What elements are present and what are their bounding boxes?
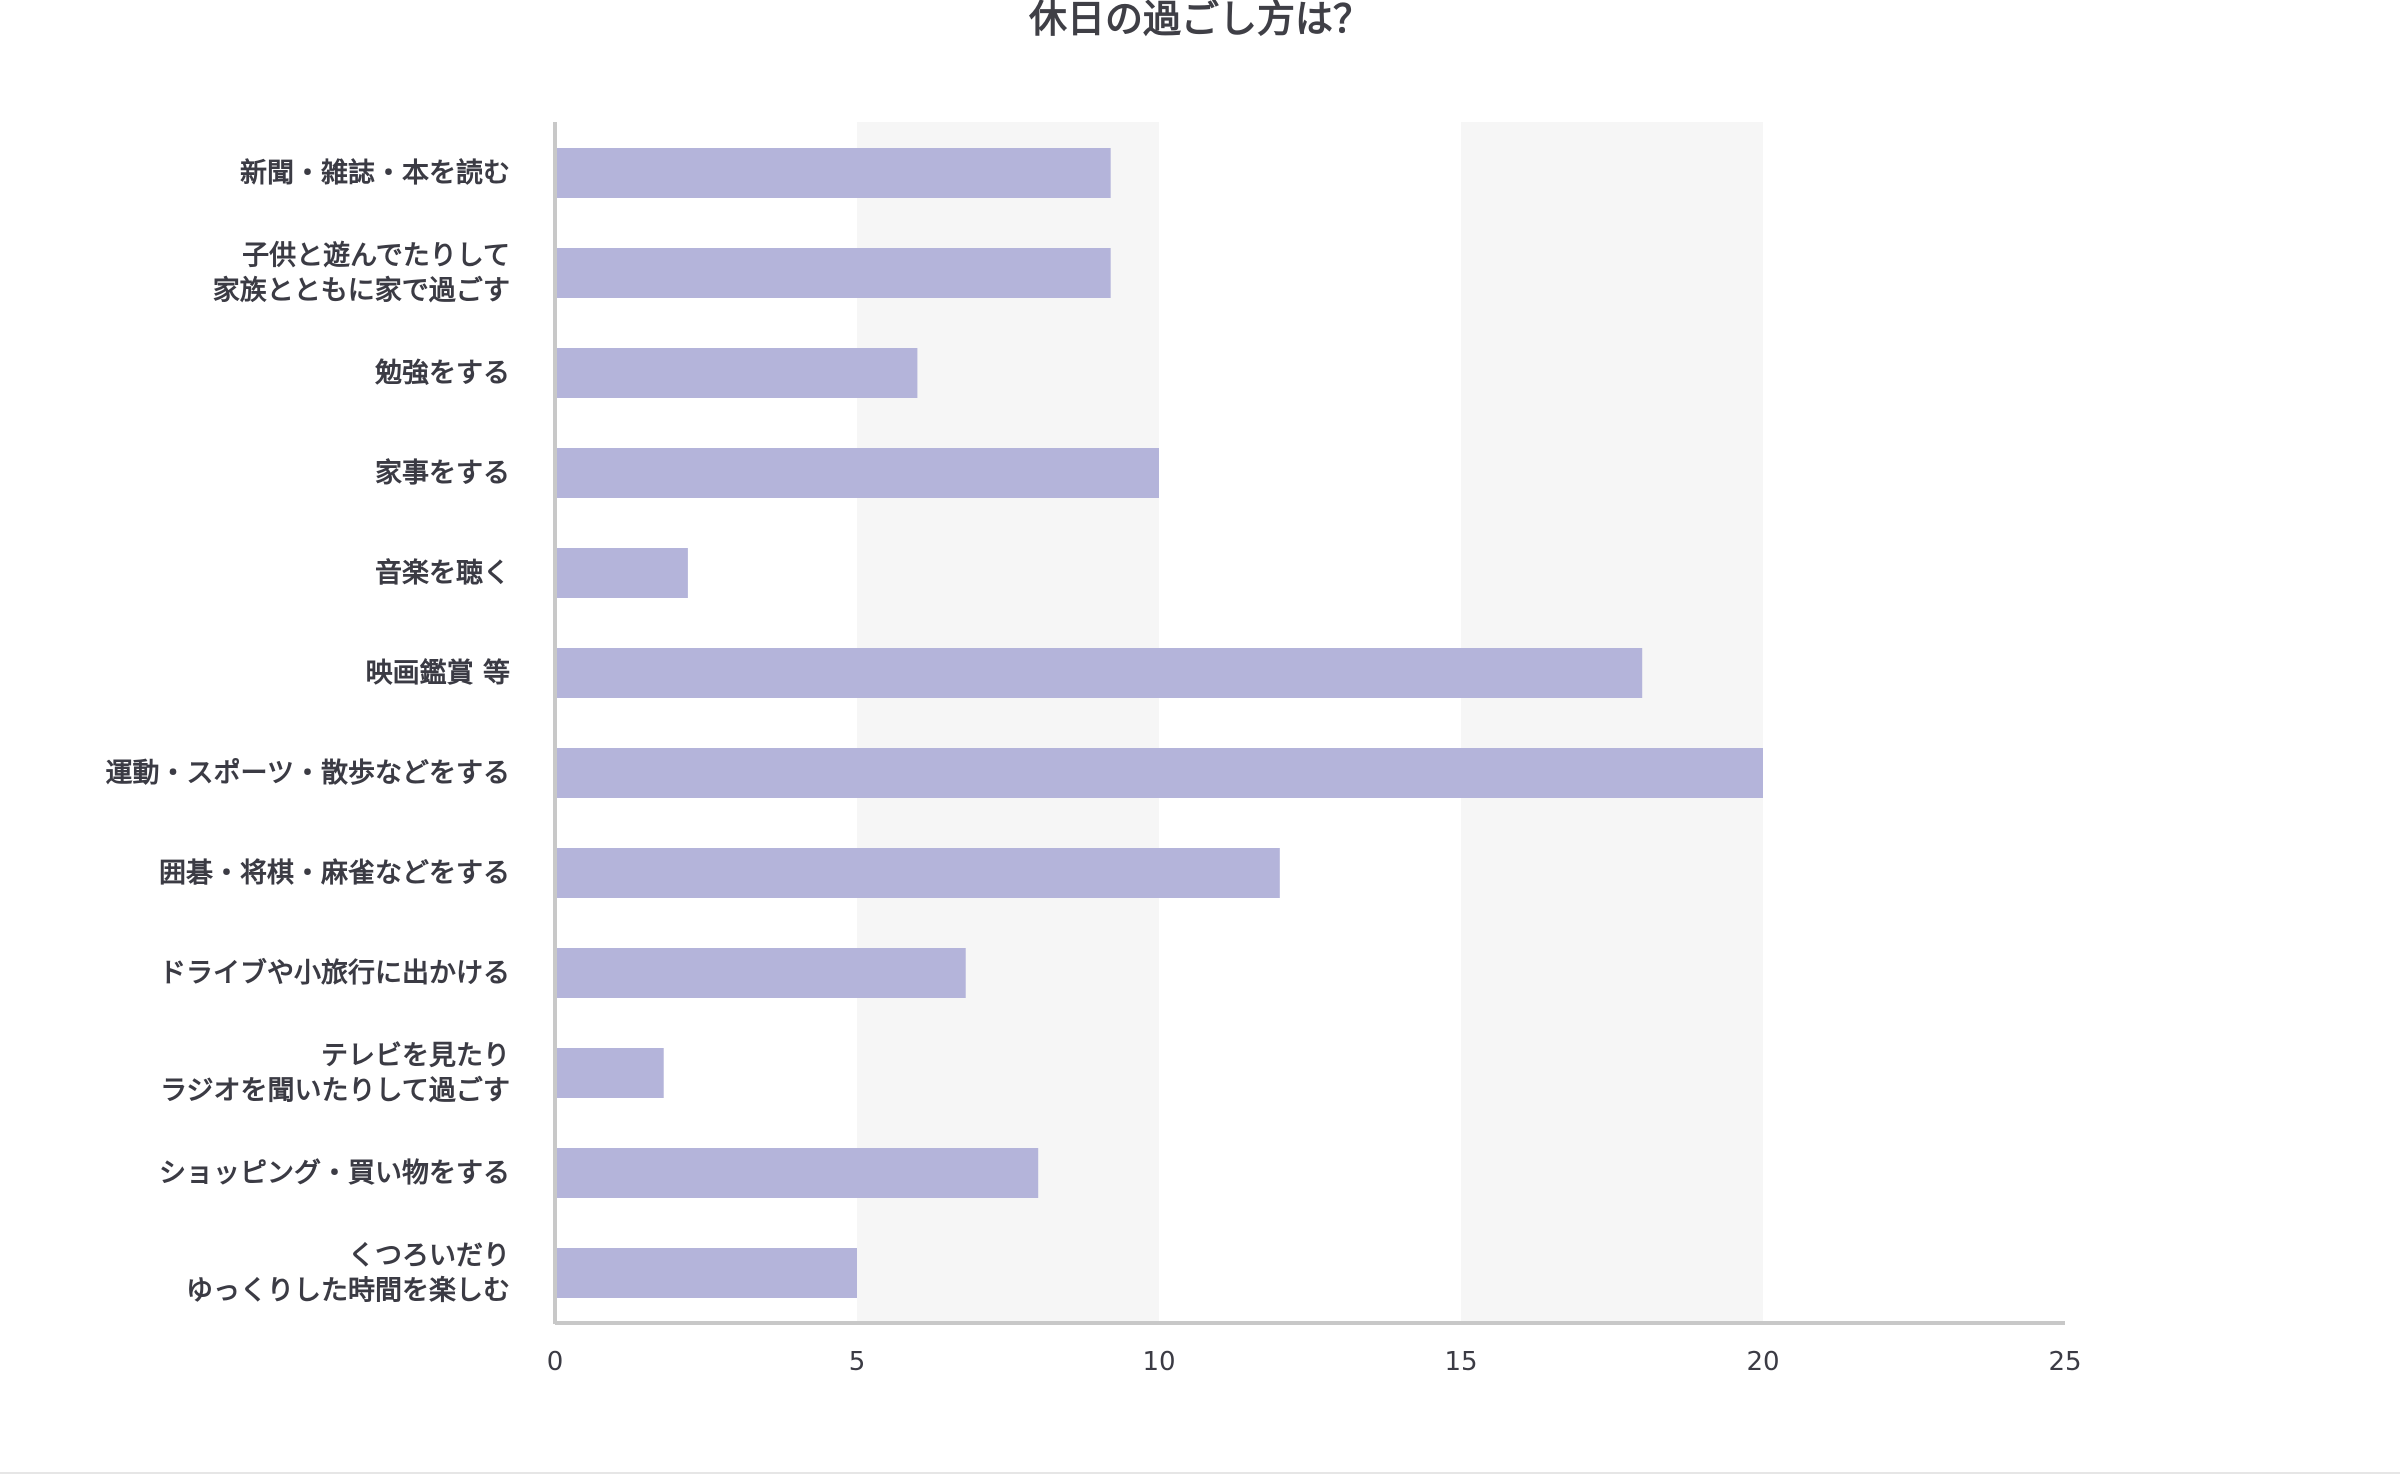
bottom-divider <box>0 1472 2400 1474</box>
category-label: くつろいだりゆっくりした時間を楽しむ <box>186 1241 510 1307</box>
category-label: ショッピング・買い物をする <box>159 1157 510 1189</box>
bar <box>555 848 1280 898</box>
bar <box>555 648 1643 698</box>
category-label: 映画鑑賞 等 <box>366 657 510 689</box>
x-tick-label: 10 <box>1142 1347 1175 1377</box>
category-label: 囲碁・将棋・麻雀などをする <box>159 858 510 889</box>
category-label: テレビを見たりラジオを聞いたりして過ごす <box>160 1041 510 1107</box>
bar <box>555 248 1111 298</box>
category-label: 運動・スポーツ・散歩などをする <box>106 758 510 789</box>
grid-bands <box>857 122 1763 1322</box>
bar <box>555 1048 664 1098</box>
x-tick-label: 15 <box>1444 1347 1477 1377</box>
grid-band <box>1461 122 1763 1322</box>
bars-group <box>555 148 1763 1298</box>
bar <box>555 748 1763 798</box>
grid-band <box>857 122 1159 1322</box>
x-tick-label: 0 <box>547 1347 564 1377</box>
x-tick-labels: 0 5 10 15 20 25 <box>547 1347 2082 1377</box>
bar <box>555 1148 1039 1198</box>
axes <box>553 122 2065 1325</box>
bar <box>555 1248 857 1298</box>
x-tick-label: 20 <box>1746 1347 1779 1377</box>
bar <box>555 448 1159 498</box>
category-label: 新聞・雑誌・本を読む <box>240 157 510 189</box>
category-label: ドライブや小旅行に出かける <box>159 957 510 989</box>
category-labels: 新聞・雑誌・本を読む子供と遊んでたりして家族とともに家で過ごす勉強をする家事をす… <box>106 157 510 1307</box>
category-label: 家事をする <box>375 457 510 489</box>
bar <box>555 948 966 998</box>
chart-title: 休日の過ごし方は？ <box>1028 0 1371 41</box>
x-tick-label: 5 <box>849 1347 866 1377</box>
category-label: 子供と遊んでたりして家族とともに家で過ごす <box>213 241 510 307</box>
category-label: 勉強をする <box>374 358 510 389</box>
category-label: 音楽を聴く <box>375 557 510 589</box>
bar <box>555 348 918 398</box>
bar <box>555 148 1111 198</box>
bar <box>555 548 688 598</box>
x-tick-label: 25 <box>2048 1347 2081 1377</box>
